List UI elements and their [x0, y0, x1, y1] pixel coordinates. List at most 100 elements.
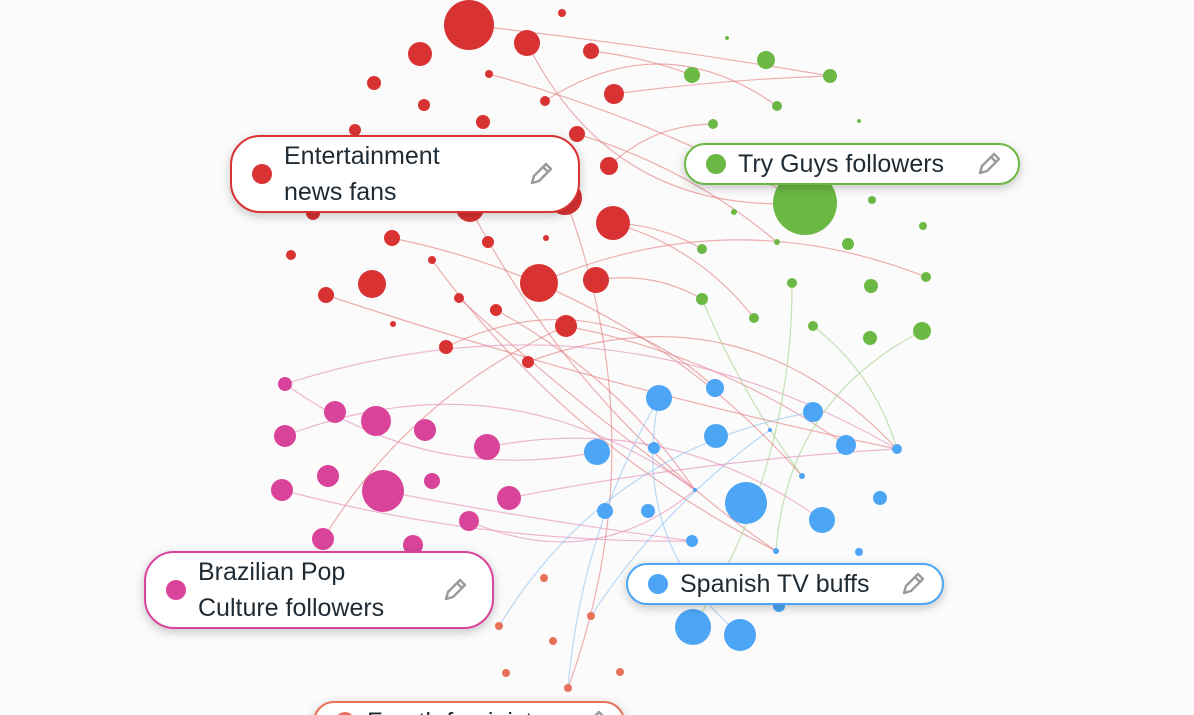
graph-node[interactable] [919, 222, 927, 230]
graph-node[interactable] [600, 157, 618, 175]
graph-node[interactable] [803, 402, 823, 422]
graph-node[interactable] [271, 479, 293, 501]
graph-node[interactable] [367, 76, 381, 90]
graph-node[interactable] [809, 507, 835, 533]
graph-node[interactable] [675, 609, 711, 645]
graph-node[interactable] [731, 209, 737, 215]
graph-node[interactable] [476, 115, 490, 129]
graph-node[interactable] [616, 668, 624, 676]
graph-node[interactable] [696, 293, 708, 305]
graph-node[interactable] [497, 486, 521, 510]
graph-node[interactable] [424, 473, 440, 489]
graph-node[interactable] [495, 622, 503, 630]
graph-node[interactable] [913, 322, 931, 340]
graph-node[interactable] [555, 315, 577, 337]
graph-node[interactable] [549, 637, 557, 645]
graph-node[interactable] [459, 511, 479, 531]
graph-node[interactable] [873, 491, 887, 505]
graph-node[interactable] [774, 239, 780, 245]
graph-node[interactable] [286, 250, 296, 260]
graph-node[interactable] [725, 36, 729, 40]
graph-node[interactable] [414, 419, 436, 441]
graph-node[interactable] [439, 340, 453, 354]
graph-node[interactable] [482, 236, 494, 248]
graph-node[interactable] [704, 424, 728, 448]
graph-node[interactable] [757, 51, 775, 69]
graph-node[interactable] [514, 30, 540, 56]
pencil-icon[interactable] [440, 575, 470, 605]
graph-node[interactable] [597, 503, 613, 519]
graph-node[interactable] [768, 428, 772, 432]
graph-node[interactable] [596, 206, 630, 240]
graph-node[interactable] [808, 321, 818, 331]
graph-node[interactable] [684, 67, 700, 83]
graph-node[interactable] [408, 42, 432, 66]
graph-node[interactable] [543, 235, 549, 241]
graph-node[interactable] [863, 331, 877, 345]
graph-node[interactable] [349, 124, 361, 136]
graph-node[interactable] [324, 401, 346, 423]
graph-node[interactable] [641, 504, 655, 518]
graph-node[interactable] [604, 84, 624, 104]
graph-node[interactable] [361, 406, 391, 436]
cluster-label-brazilian[interactable]: Brazilian Pop Culture followers [144, 551, 494, 629]
graph-node[interactable] [724, 619, 756, 651]
graph-node[interactable] [646, 385, 672, 411]
graph-node[interactable] [485, 70, 493, 78]
graph-node[interactable] [842, 238, 854, 250]
graph-node[interactable] [490, 304, 502, 316]
graph-node[interactable] [823, 69, 837, 83]
graph-node[interactable] [454, 293, 464, 303]
graph-node[interactable] [697, 244, 707, 254]
pencil-icon[interactable] [974, 149, 1004, 179]
graph-node[interactable] [868, 196, 876, 204]
graph-node[interactable] [569, 126, 585, 142]
graph-node[interactable] [520, 264, 558, 302]
graph-node[interactable] [318, 287, 334, 303]
graph-node[interactable] [857, 119, 861, 123]
graph-node[interactable] [584, 439, 610, 465]
graph-node[interactable] [787, 278, 797, 288]
graph-node[interactable] [274, 425, 296, 447]
graph-node[interactable] [864, 279, 878, 293]
graph-node[interactable] [444, 0, 494, 50]
graph-node[interactable] [725, 482, 767, 524]
graph-node[interactable] [583, 267, 609, 293]
graph-node[interactable] [428, 256, 436, 264]
graph-node[interactable] [773, 171, 837, 235]
pencil-icon[interactable] [579, 707, 609, 715]
graph-node[interactable] [522, 356, 534, 368]
cluster-label-tryguys[interactable]: Try Guys followers [684, 143, 1020, 185]
graph-node[interactable] [384, 230, 400, 246]
graph-node[interactable] [921, 272, 931, 282]
graph-node[interactable] [540, 96, 550, 106]
pencil-icon[interactable] [898, 569, 928, 599]
graph-node[interactable] [708, 119, 718, 129]
graph-node[interactable] [564, 684, 572, 692]
graph-node[interactable] [773, 548, 779, 554]
graph-node[interactable] [855, 548, 863, 556]
graph-node[interactable] [693, 488, 697, 492]
graph-node[interactable] [390, 321, 396, 327]
graph-node[interactable] [317, 465, 339, 487]
graph-node[interactable] [558, 9, 566, 17]
graph-node[interactable] [312, 528, 334, 550]
graph-node[interactable] [892, 444, 902, 454]
graph-node[interactable] [362, 470, 404, 512]
graph-node[interactable] [583, 43, 599, 59]
graph-node[interactable] [749, 313, 759, 323]
graph-node[interactable] [799, 473, 805, 479]
graph-node[interactable] [836, 435, 856, 455]
graph-node[interactable] [418, 99, 430, 111]
graph-node[interactable] [648, 442, 660, 454]
graph-node[interactable] [587, 612, 595, 620]
cluster-label-spanish[interactable]: Spanish TV buffs [626, 563, 944, 605]
graph-node[interactable] [278, 377, 292, 391]
cluster-label-entertainment[interactable]: Entertainment news fans [230, 135, 580, 213]
graph-node[interactable] [540, 574, 548, 582]
graph-node[interactable] [502, 669, 510, 677]
graph-node[interactable] [403, 535, 423, 555]
cluster-label-fourth[interactable]: Fourth feminists [313, 701, 625, 715]
pencil-icon[interactable] [526, 159, 556, 189]
graph-node[interactable] [474, 434, 500, 460]
